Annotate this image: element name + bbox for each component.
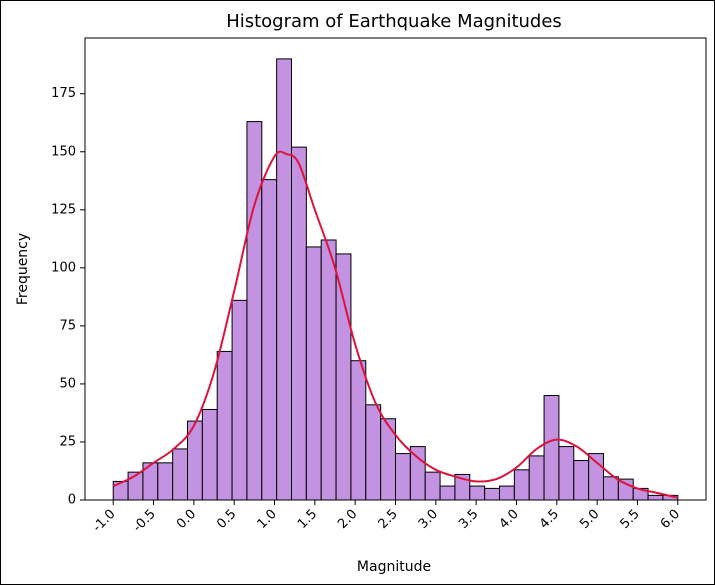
histogram-bars xyxy=(112,58,679,501)
x-tick-label: 1.0 xyxy=(255,507,280,532)
histogram-bar xyxy=(216,350,233,501)
histogram-bar xyxy=(617,478,634,501)
x-tick-label: 4.5 xyxy=(537,507,562,532)
histogram-bar xyxy=(320,239,337,501)
histogram-bar xyxy=(305,246,322,501)
histogram-bar xyxy=(558,446,575,501)
histogram-bar xyxy=(201,408,218,501)
histogram-bar xyxy=(498,485,515,501)
histogram-bar xyxy=(365,404,382,501)
histogram-bar xyxy=(157,462,174,501)
x-tick-label: 3.5 xyxy=(456,507,481,532)
y-tick-label: 175 xyxy=(51,86,76,101)
x-tick-label: 0.0 xyxy=(174,507,199,532)
histogram-bar xyxy=(543,395,560,501)
x-tick-label: -1.0 xyxy=(90,507,119,536)
x-tick-label: 3.0 xyxy=(416,507,441,532)
histogram-bar xyxy=(439,485,456,501)
x-tick-label: 2.5 xyxy=(376,507,401,532)
histogram-bar xyxy=(276,58,293,501)
y-tick-label: 100 xyxy=(51,260,76,275)
histogram-bar xyxy=(261,179,278,501)
histogram-bar xyxy=(588,453,604,501)
y-tick-label: 75 xyxy=(59,318,76,333)
chart-title: Histogram of Earthquake Magnitudes xyxy=(226,11,562,32)
x-tick-label: 4.0 xyxy=(497,507,522,532)
y-axis-ticks: 0 25 50 75 100 125 150 175 xyxy=(51,86,85,508)
histogram-bar xyxy=(484,487,500,501)
histogram-bar xyxy=(647,494,664,501)
x-tick-label: 5.5 xyxy=(618,507,643,532)
histogram-bar xyxy=(395,453,411,501)
histogram-bar xyxy=(335,253,352,501)
y-tick-label: 150 xyxy=(51,144,76,159)
histogram-bar xyxy=(409,446,426,501)
histogram-bar xyxy=(469,485,486,501)
x-tick-label: 1.5 xyxy=(295,507,320,532)
x-tick-label: 0.5 xyxy=(214,507,239,532)
y-tick-label: 25 xyxy=(59,434,76,449)
y-tick-label: 125 xyxy=(51,202,76,217)
histogram-bar xyxy=(602,476,619,501)
histogram-bar xyxy=(528,455,545,501)
x-tick-label: 2.0 xyxy=(335,507,360,532)
kde-curve-line xyxy=(112,150,678,499)
y-tick-label: 50 xyxy=(59,376,76,391)
histogram-bar xyxy=(172,448,189,501)
histogram-bar xyxy=(246,121,263,501)
histogram-bar xyxy=(350,360,367,501)
x-tick-label: 6.0 xyxy=(658,507,683,532)
x-tick-label: 5.0 xyxy=(577,507,602,532)
histogram-bar xyxy=(513,469,530,501)
histogram-bar xyxy=(291,146,307,501)
x-axis-ticks: -1.0 -0.5 0.0 0.5 1.0 1.5 2.0 2.5 3.0 3.5 4.0 4.5 5.… xyxy=(90,500,683,535)
histogram-bar xyxy=(231,299,248,501)
y-tick-label: 0 xyxy=(68,493,76,508)
histogram-bar xyxy=(424,471,441,501)
x-axis-label: Magnitude xyxy=(357,559,431,575)
histogram-bar xyxy=(573,460,590,501)
y-axis-label: Frequency xyxy=(15,233,31,305)
x-tick-label: -0.5 xyxy=(130,507,159,536)
